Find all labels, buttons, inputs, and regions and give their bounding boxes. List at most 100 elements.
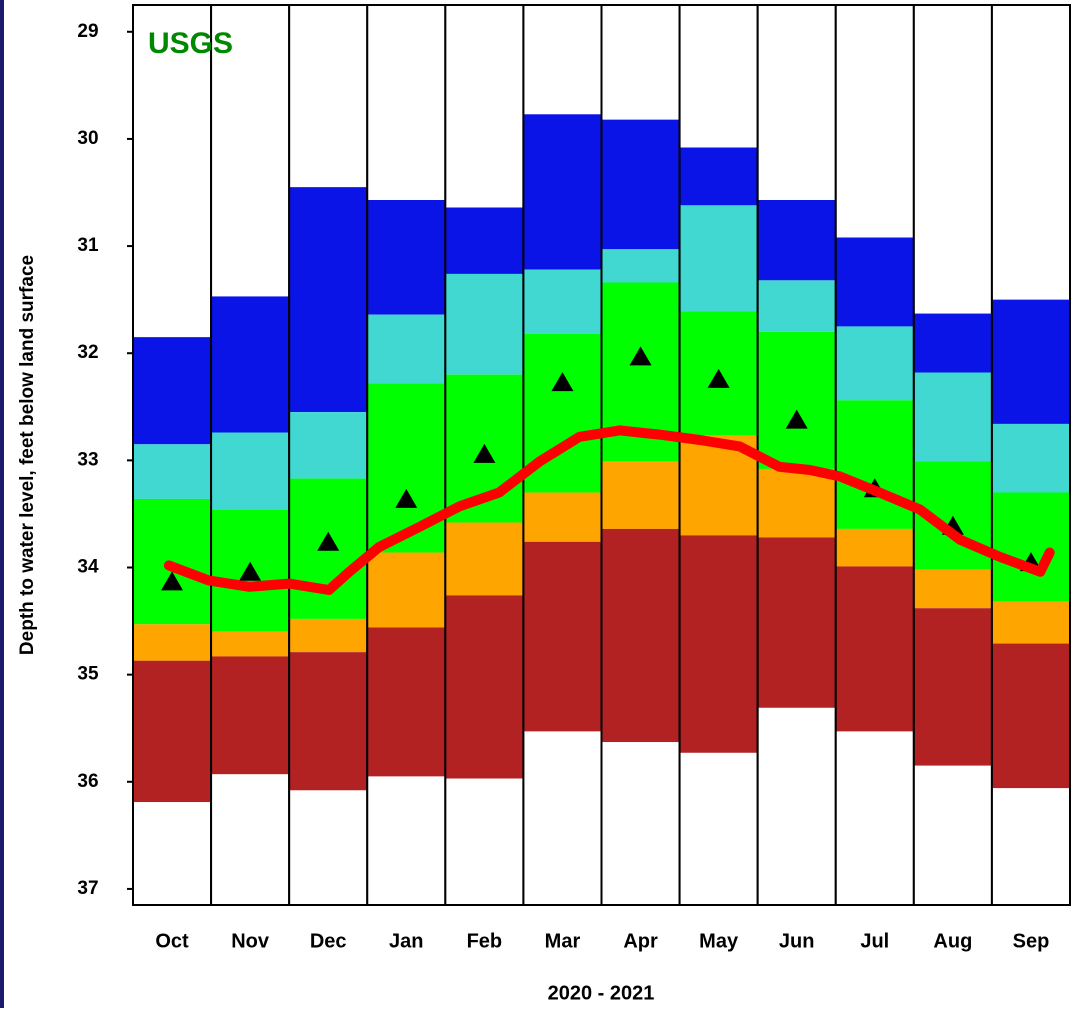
percentile-band bbox=[289, 412, 368, 479]
percentile-band bbox=[757, 200, 836, 281]
x-tick-label: Jan bbox=[389, 930, 423, 952]
x-tick-label: Feb bbox=[467, 930, 503, 952]
percentile-band bbox=[523, 492, 602, 542]
percentile-band bbox=[757, 468, 836, 538]
percentile-band bbox=[835, 731, 914, 905]
percentile-band bbox=[523, 731, 602, 905]
percentile-band bbox=[523, 114, 602, 270]
percentile-band bbox=[289, 187, 368, 413]
percentile-band bbox=[367, 200, 446, 315]
x-tick-label: Nov bbox=[231, 930, 270, 952]
median-marker bbox=[473, 443, 496, 463]
percentile-band bbox=[679, 752, 758, 905]
percentile-band bbox=[133, 660, 212, 803]
percentile-band bbox=[757, 537, 836, 708]
percentile-band bbox=[601, 461, 680, 529]
percentile-band bbox=[835, 237, 914, 327]
percentile-band bbox=[211, 631, 290, 657]
percentile-band bbox=[835, 400, 914, 529]
percentile-band bbox=[679, 147, 758, 206]
percentile-band bbox=[211, 296, 290, 433]
y-tick-label: 33 bbox=[77, 449, 98, 470]
percentile-band bbox=[991, 643, 1070, 789]
y-tick-label: 30 bbox=[77, 128, 98, 149]
y-tick-label: 32 bbox=[77, 342, 98, 363]
x-tick-label: Aug bbox=[933, 930, 972, 952]
percentile-band bbox=[523, 541, 602, 732]
percentile-band bbox=[991, 601, 1070, 644]
percentile-band bbox=[133, 802, 212, 905]
percentile-band bbox=[913, 608, 992, 766]
percentile-band bbox=[133, 444, 212, 499]
percentile-band bbox=[679, 205, 758, 312]
percentile-band bbox=[601, 249, 680, 283]
percentile-band bbox=[913, 313, 992, 373]
percentile-band bbox=[445, 595, 524, 779]
percentile-band bbox=[133, 624, 212, 661]
percentile-band bbox=[289, 618, 368, 653]
percentile-band bbox=[679, 535, 758, 753]
percentile-band bbox=[289, 790, 368, 905]
percentile-band bbox=[991, 423, 1070, 493]
percentile-band bbox=[835, 566, 914, 732]
median-marker bbox=[629, 346, 652, 366]
water-level-line bbox=[163, 425, 1055, 595]
plot-area bbox=[132, 4, 1072, 906]
y-tick-label: 35 bbox=[77, 664, 99, 685]
y-tick-label: 29 bbox=[77, 21, 98, 42]
median-marker bbox=[161, 571, 184, 591]
median-marker bbox=[317, 531, 340, 551]
y-tick-label: 37 bbox=[77, 878, 98, 899]
percentile-band bbox=[601, 742, 680, 905]
percentile-band bbox=[445, 273, 524, 375]
x-tick-label: May bbox=[699, 930, 739, 952]
y-tick-label: 36 bbox=[77, 771, 98, 792]
y-axis-label: Depth to water level, feet below land su… bbox=[17, 255, 38, 655]
percentile-band bbox=[757, 707, 836, 905]
percentile-band bbox=[835, 528, 914, 567]
percentile-band bbox=[913, 372, 992, 462]
percentile-band bbox=[211, 656, 290, 775]
median-marker bbox=[551, 372, 574, 392]
x-tick-label: Jun bbox=[779, 930, 815, 952]
percentile-band bbox=[445, 207, 524, 274]
percentile-band bbox=[211, 774, 290, 905]
x-tick-label: Mar bbox=[545, 930, 581, 952]
percentile-band bbox=[289, 652, 368, 791]
percentile-band bbox=[367, 776, 446, 905]
x-tick-label: Dec bbox=[310, 930, 347, 952]
percentile-band bbox=[601, 528, 680, 743]
percentile-band bbox=[913, 569, 992, 609]
median-marker bbox=[785, 409, 808, 429]
plot-frame bbox=[132, 4, 1071, 906]
percentile-band bbox=[991, 788, 1070, 905]
y-tick-label: 34 bbox=[77, 557, 99, 578]
percentile-band bbox=[991, 492, 1070, 602]
percentile-band bbox=[445, 778, 524, 905]
x-tick-label: Oct bbox=[155, 930, 189, 952]
percentile-band bbox=[367, 383, 446, 553]
percentile-band bbox=[133, 337, 212, 445]
percentile-band bbox=[367, 552, 446, 628]
left-border bbox=[0, 0, 4, 1008]
percentile-band bbox=[523, 269, 602, 334]
percentile-band bbox=[367, 314, 446, 384]
x-tick-label: Apr bbox=[623, 930, 658, 952]
percentile-band bbox=[835, 326, 914, 401]
percentile-band bbox=[991, 299, 1070, 424]
percentile-band bbox=[445, 522, 524, 596]
x-tick-label: Jul bbox=[860, 930, 889, 952]
median-marker bbox=[707, 368, 730, 388]
x-axis-label: 2020 - 2021 bbox=[548, 982, 655, 1004]
percentile-band bbox=[913, 765, 992, 905]
chart-title: USGS bbox=[148, 27, 233, 60]
median-marker bbox=[395, 488, 418, 508]
percentile-band bbox=[757, 280, 836, 332]
percentile-band bbox=[601, 119, 680, 250]
percentile-band bbox=[757, 331, 836, 469]
percentile-band bbox=[367, 627, 446, 777]
x-tick-label: Sep bbox=[1013, 930, 1050, 952]
y-tick-label: 31 bbox=[77, 235, 99, 256]
median-marker bbox=[239, 561, 262, 581]
